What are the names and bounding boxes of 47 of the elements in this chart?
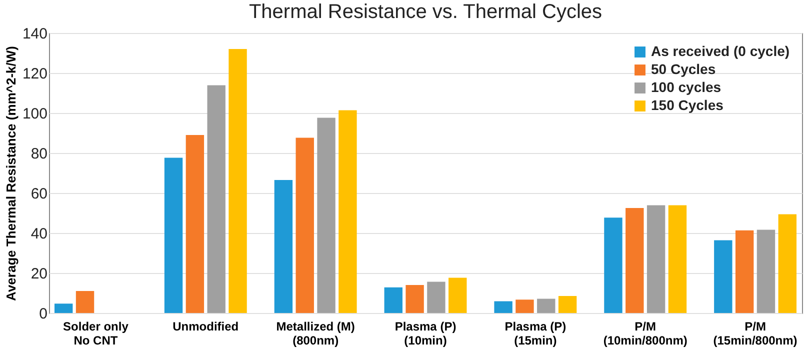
- bar: [494, 301, 512, 313]
- y-tick-label: 0: [39, 306, 48, 322]
- x-tick-label: Metallized (M) (800nm): [276, 320, 355, 348]
- bar: [317, 118, 336, 313]
- bar: [274, 180, 293, 313]
- bar: [296, 138, 314, 313]
- bar: [735, 230, 754, 313]
- y-tick-label: 40: [30, 226, 48, 242]
- bar: [427, 282, 446, 313]
- x-tick-label: Unmodified: [172, 320, 239, 334]
- bar: [778, 214, 797, 313]
- bar: [537, 298, 556, 313]
- bar: [516, 300, 534, 313]
- bar: [54, 304, 73, 313]
- y-tick-label: 20: [30, 266, 48, 282]
- bar: [604, 218, 622, 313]
- legend-label: As received (0 cycle): [651, 43, 790, 59]
- bar: [448, 278, 467, 313]
- bar: [186, 135, 204, 313]
- x-tick-label: Solder only No CNT: [63, 320, 129, 348]
- bar: [668, 205, 687, 313]
- bar: [646, 205, 666, 313]
- legend-label: 150 Cycles: [651, 97, 724, 113]
- bar: [714, 240, 732, 313]
- x-tick-label: Plasma (P) (10min): [394, 320, 456, 348]
- bar: [228, 49, 247, 313]
- bar: [558, 296, 577, 313]
- y-tick-label: 60: [30, 186, 48, 202]
- bar: [406, 285, 424, 313]
- bar: [756, 230, 776, 313]
- x-tick-label: P/M (15min/800nm): [713, 320, 798, 348]
- x-tick-label: Plasma (P) (15min): [504, 320, 566, 348]
- bar: [76, 291, 94, 313]
- chart-title: Thermal Resistance vs. Thermal Cycles: [248, 1, 602, 23]
- legend-label: 50 Cycles: [651, 61, 716, 77]
- y-axis-title: Average Thermal Resistance (mm^2-k/W): [3, 46, 18, 301]
- y-tick-label: 120: [22, 66, 48, 82]
- y-tick-label: 80: [30, 146, 48, 162]
- legend-label: 100 cycles: [651, 79, 722, 95]
- y-tick-label: 140: [22, 26, 48, 42]
- y-tick-label: 100: [22, 106, 48, 122]
- bar: [626, 208, 644, 313]
- x-tick-label: P/M (10min/800nm): [603, 320, 688, 348]
- bar: [164, 158, 183, 313]
- bar: [384, 287, 402, 313]
- bar: [207, 85, 226, 313]
- bar: [338, 110, 357, 313]
